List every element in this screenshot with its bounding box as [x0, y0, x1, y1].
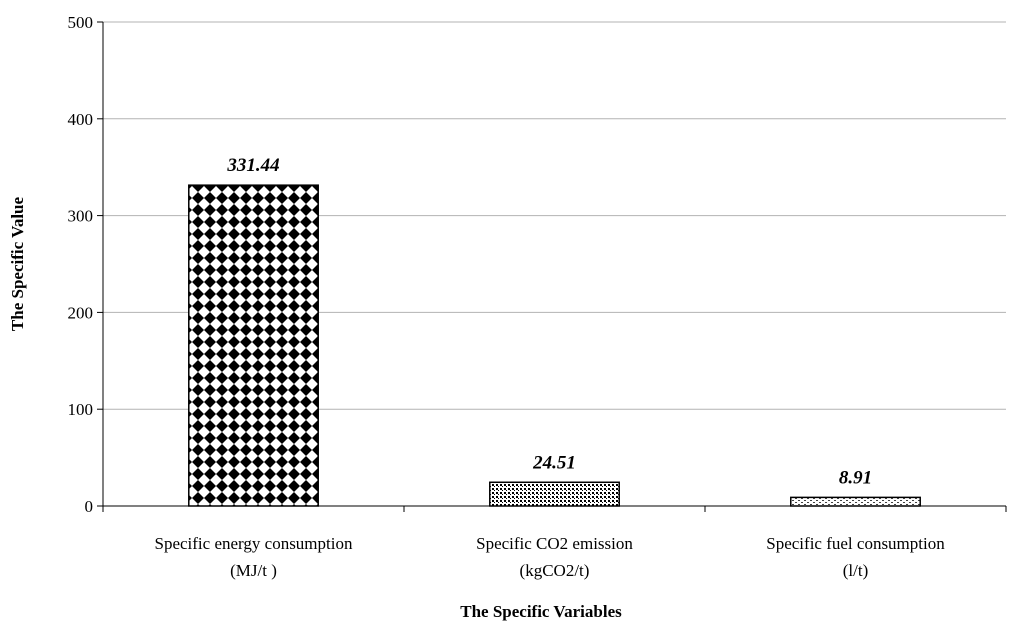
x-category-labels: Specific energy consumption (MJ/t ) Specif…: [155, 534, 946, 580]
y-tick-label: 0: [85, 497, 94, 516]
y-tick-label: 300: [68, 207, 94, 226]
bar: [790, 496, 921, 507]
bars: [188, 184, 921, 507]
x-category-label: Specific CO2 emission: [476, 534, 633, 553]
bar: [188, 184, 319, 507]
y-axis-title: The Specific Value: [8, 196, 27, 331]
x-category-label: (l/t): [843, 561, 869, 580]
data-label: 24.51: [532, 452, 576, 473]
data-label: 8.91: [839, 467, 872, 488]
y-tick-labels: 0 100 200 300 400 500: [68, 13, 94, 516]
x-axis-title: The Specific Variables: [460, 602, 622, 621]
x-category-label: Specific energy consumption: [155, 534, 353, 553]
y-tick-label: 400: [68, 110, 94, 129]
x-category-label: Specific fuel consumption: [766, 534, 945, 553]
y-tick-label: 100: [68, 400, 94, 419]
x-category-label: (kgCO2/t): [520, 561, 590, 580]
x-category-label: (MJ/t ): [230, 561, 277, 580]
bar: [489, 481, 620, 507]
y-tick-label: 200: [68, 303, 94, 322]
y-tick-label: 500: [68, 13, 94, 32]
data-labels: 331.44 24.51 8.91: [226, 155, 872, 488]
data-label: 331.44: [226, 155, 279, 176]
